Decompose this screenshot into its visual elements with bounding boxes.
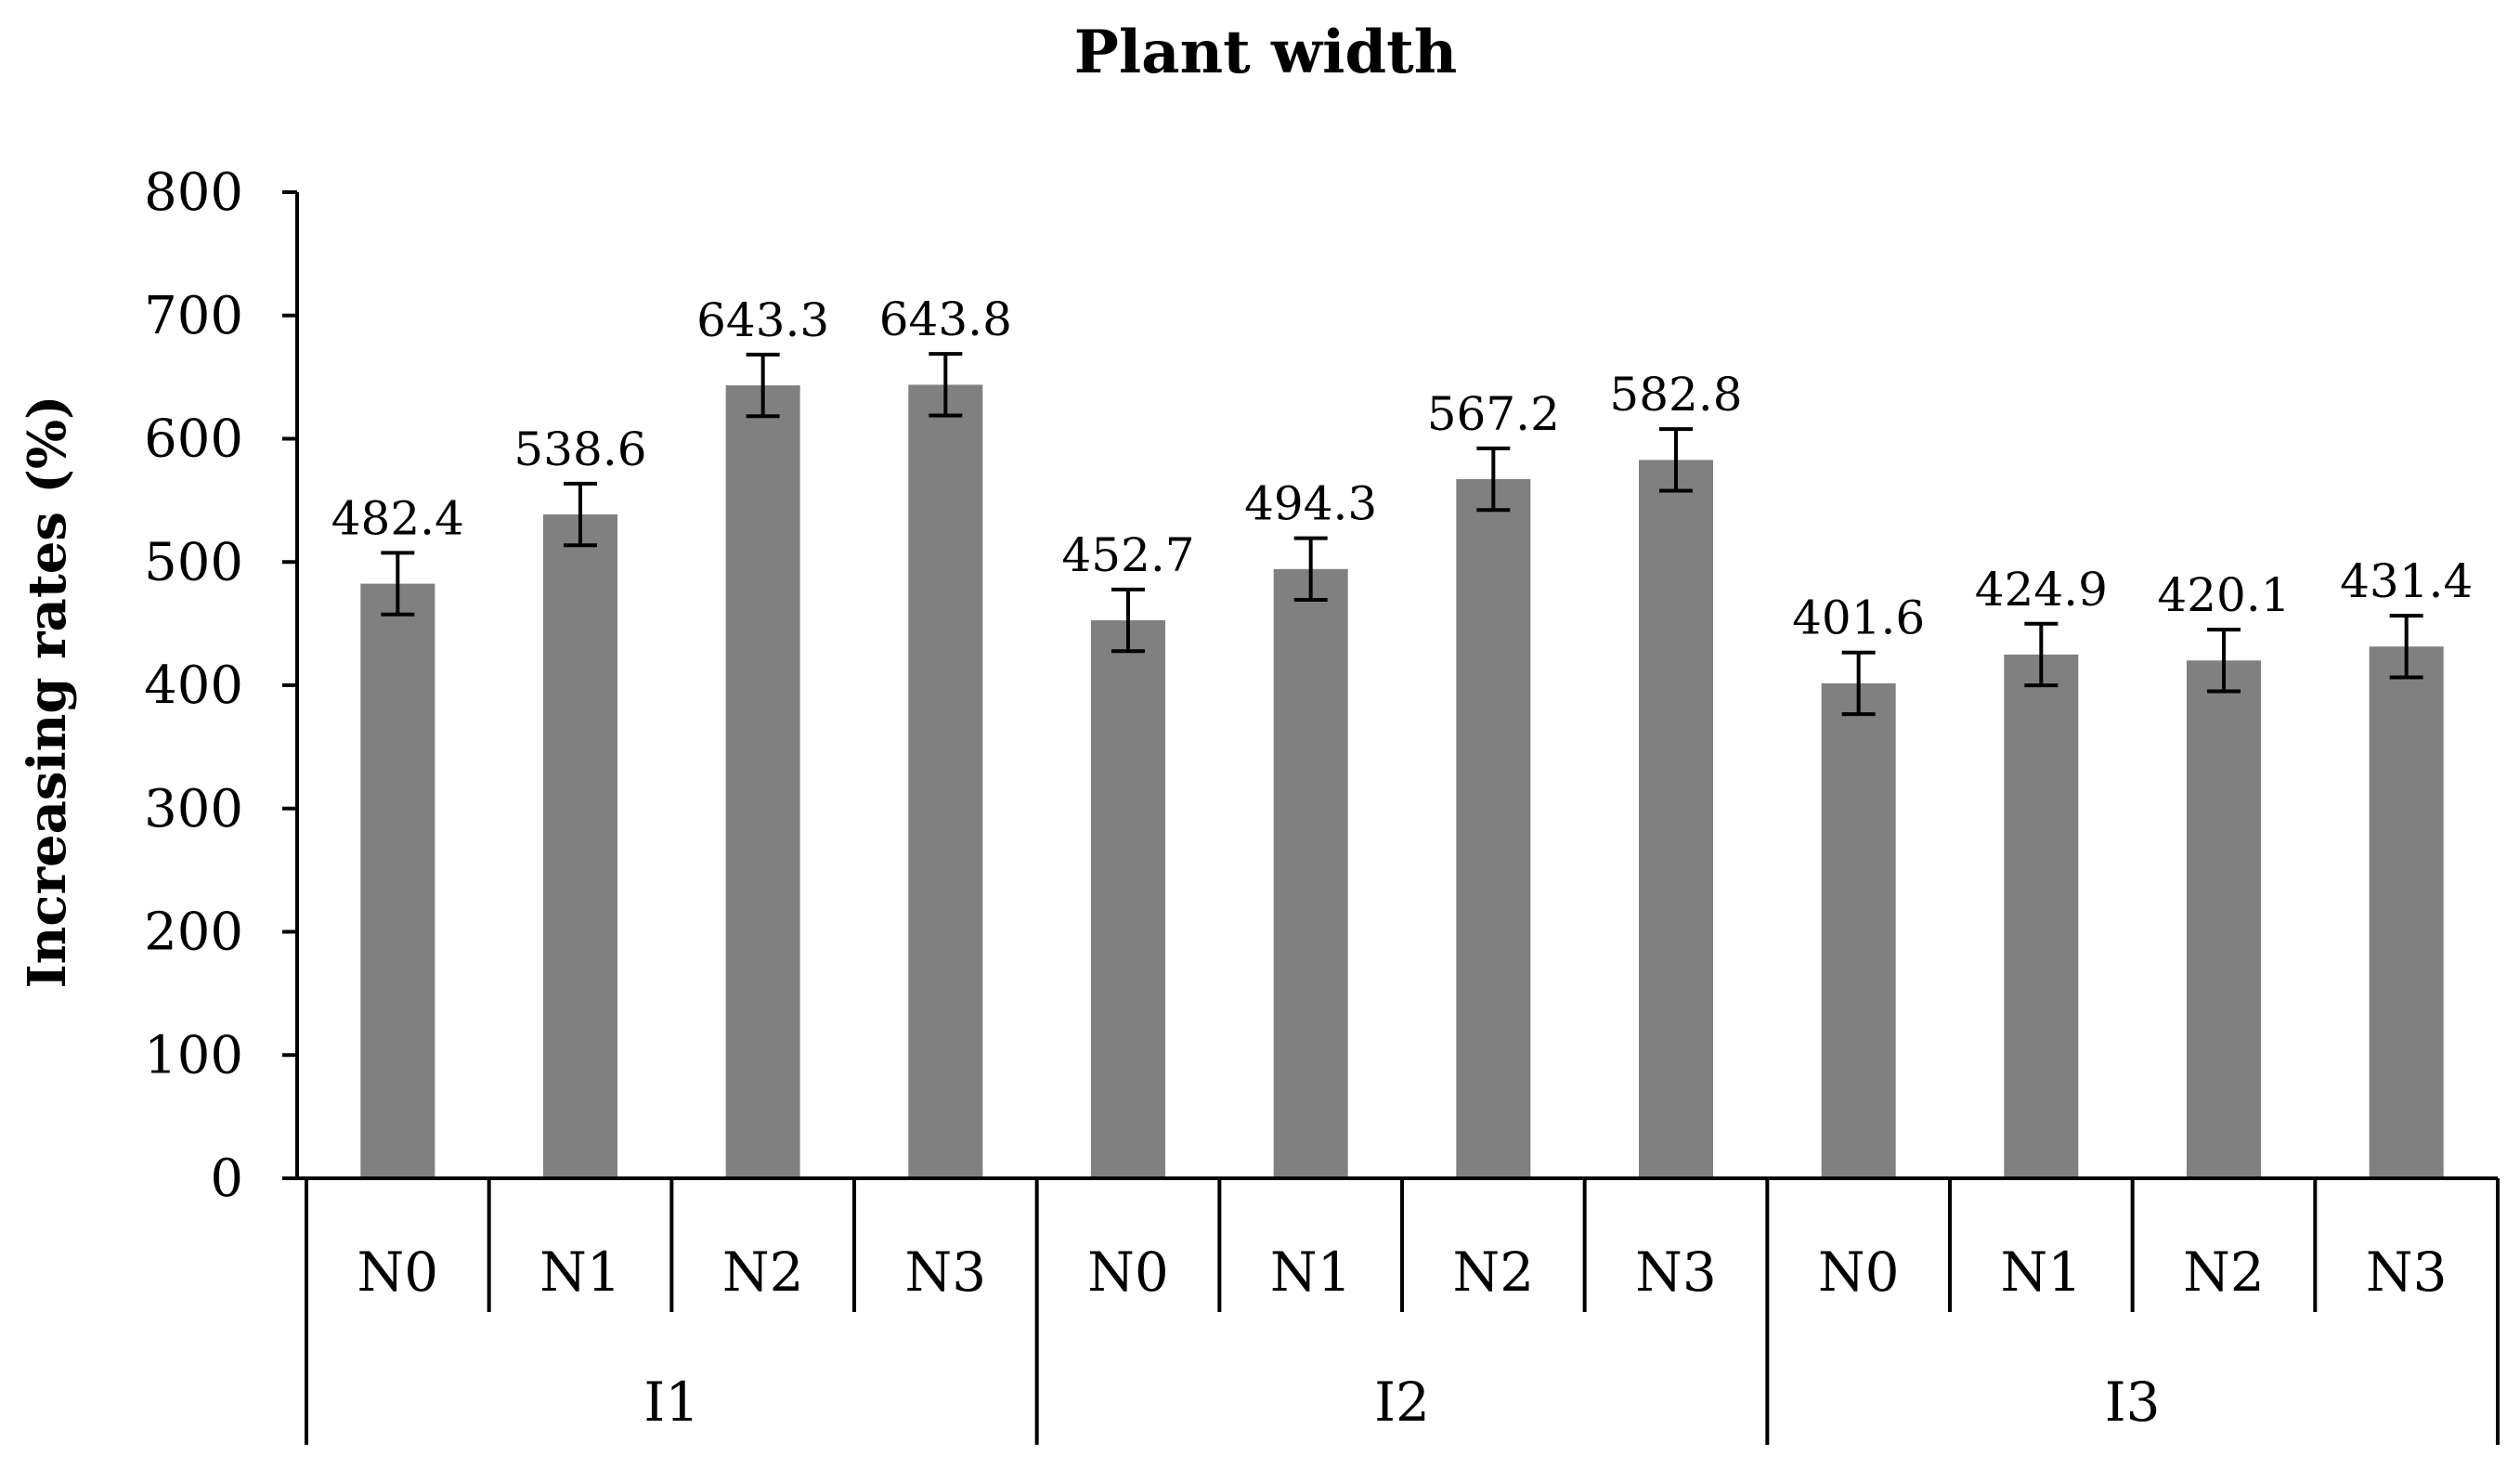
category-label: N2 <box>2183 1241 2265 1304</box>
y-tick-label: 300 <box>144 779 243 839</box>
bar-i2-n1 <box>1273 568 1348 1178</box>
data-label: 482.4 <box>331 491 464 545</box>
category-label: N0 <box>1087 1241 1169 1304</box>
bar-i3-n3 <box>2369 646 2444 1178</box>
data-labels: 482.4 538.6 643.3 643.8 452.7 494.3 567.2 582.8… <box>331 292 2473 645</box>
category-label: N1 <box>2001 1241 2083 1304</box>
data-label: 424.9 <box>1975 563 2108 617</box>
data-label: 452.7 <box>1061 528 1194 582</box>
group-label: I2 <box>1374 1371 1430 1434</box>
group-label: I1 <box>643 1371 699 1434</box>
category-label: N3 <box>905 1241 987 1304</box>
category-label: N0 <box>357 1241 439 1304</box>
bar-i2-n0 <box>1091 620 1165 1178</box>
data-label: 567.2 <box>1427 387 1560 441</box>
chart-title: Plant width <box>1074 18 1458 87</box>
data-label: 494.3 <box>1244 477 1377 531</box>
data-label: 401.6 <box>1792 591 1925 645</box>
data-label: 643.3 <box>696 293 829 347</box>
bar-i3-n1 <box>2004 654 2079 1178</box>
y-tick-label: 0 <box>210 1149 243 1209</box>
bar-i2-n3 <box>1639 460 1713 1178</box>
data-label: 420.1 <box>2157 568 2290 622</box>
bar-i1-n3 <box>908 384 983 1179</box>
category-label: N0 <box>1818 1241 1900 1304</box>
bars <box>360 384 2444 1179</box>
data-label: 643.8 <box>879 292 1012 346</box>
y-axis-label: Increasing rates (%) <box>17 395 78 988</box>
x-axis-categories: N0 N1 N2 N3 N0 N1 N2 N3 N0 N1 N2 N3 I1 I2 I3 <box>357 1241 2448 1434</box>
y-tick-label: 700 <box>144 286 243 346</box>
category-label: N2 <box>1453 1241 1535 1304</box>
y-tick-label: 500 <box>144 532 243 592</box>
category-label: N1 <box>1270 1241 1352 1304</box>
bar-i1-n2 <box>725 385 800 1178</box>
y-tick-label: 600 <box>144 409 243 470</box>
bar-i1-n0 <box>360 583 435 1178</box>
y-tick-label: 400 <box>144 656 243 716</box>
data-label: 431.4 <box>2340 554 2473 608</box>
category-label: N3 <box>1635 1241 1717 1304</box>
category-label: N3 <box>2366 1241 2448 1304</box>
bar-i3-n2 <box>2187 660 2261 1178</box>
category-label: N1 <box>539 1241 621 1304</box>
y-tick-label: 800 <box>144 162 243 223</box>
bar-i2-n2 <box>1456 479 1531 1178</box>
y-axis-ticks: 0 100 200 300 400 500 600 700 800 <box>144 162 297 1209</box>
error-bars <box>381 352 2423 717</box>
y-tick-label: 100 <box>144 1025 243 1085</box>
data-label: 538.6 <box>513 422 646 476</box>
data-label: 582.8 <box>1609 368 1742 422</box>
axes <box>295 192 2500 1445</box>
category-label: N2 <box>722 1241 804 1304</box>
bar-i3-n0 <box>1821 682 1896 1178</box>
y-tick-label: 200 <box>144 903 243 963</box>
group-label: I3 <box>2105 1371 2161 1434</box>
bar-i1-n1 <box>543 514 617 1178</box>
